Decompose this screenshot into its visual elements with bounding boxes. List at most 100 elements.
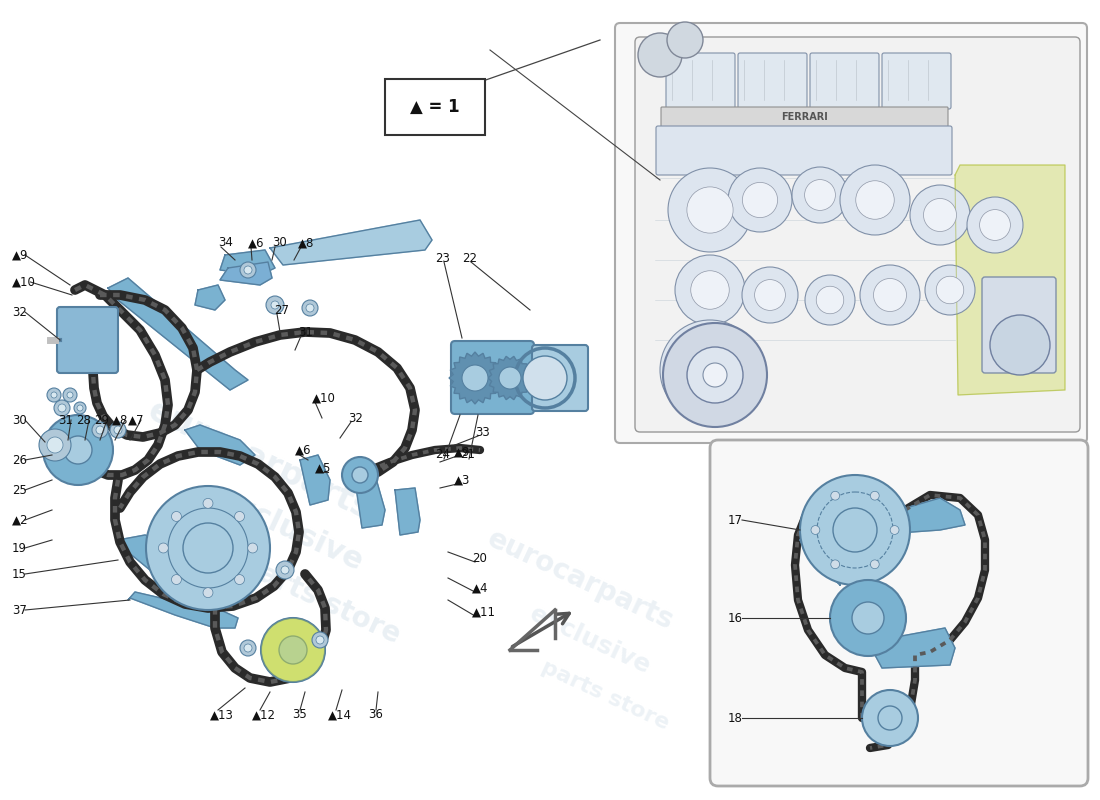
- Circle shape: [261, 618, 324, 682]
- Text: 36: 36: [368, 709, 383, 722]
- Text: ▲2: ▲2: [12, 514, 29, 526]
- Circle shape: [279, 636, 307, 664]
- Circle shape: [830, 560, 839, 569]
- FancyBboxPatch shape: [882, 53, 952, 109]
- Circle shape: [172, 511, 182, 522]
- Text: 30: 30: [272, 237, 287, 250]
- Text: ▲5: ▲5: [315, 462, 331, 474]
- Circle shape: [878, 706, 902, 730]
- Circle shape: [663, 323, 767, 427]
- Circle shape: [691, 270, 729, 310]
- Circle shape: [890, 526, 899, 534]
- Circle shape: [811, 526, 819, 534]
- FancyBboxPatch shape: [710, 440, 1088, 786]
- FancyBboxPatch shape: [666, 53, 735, 109]
- Circle shape: [316, 636, 324, 644]
- Circle shape: [682, 342, 737, 398]
- Circle shape: [67, 392, 73, 398]
- Circle shape: [146, 486, 270, 610]
- Circle shape: [830, 580, 906, 656]
- Circle shape: [703, 363, 727, 387]
- Text: FERRARI: FERRARI: [782, 112, 828, 122]
- Circle shape: [47, 437, 63, 453]
- Circle shape: [234, 511, 244, 522]
- Circle shape: [54, 400, 70, 416]
- Text: ▲8: ▲8: [298, 237, 315, 250]
- Circle shape: [240, 262, 256, 278]
- Circle shape: [39, 429, 72, 461]
- Text: exclusive: exclusive: [211, 483, 368, 577]
- FancyBboxPatch shape: [615, 23, 1087, 443]
- Circle shape: [980, 210, 1011, 240]
- Text: 19: 19: [12, 542, 28, 554]
- Polygon shape: [488, 356, 532, 400]
- Circle shape: [804, 180, 835, 210]
- Text: 20: 20: [472, 551, 487, 565]
- Circle shape: [158, 543, 168, 553]
- Circle shape: [58, 404, 66, 412]
- Text: exclusive: exclusive: [526, 602, 654, 678]
- Circle shape: [64, 436, 92, 464]
- Circle shape: [800, 475, 910, 585]
- Polygon shape: [300, 455, 330, 505]
- Text: 23: 23: [434, 251, 450, 265]
- Circle shape: [63, 388, 77, 402]
- Text: ▲6: ▲6: [295, 443, 311, 457]
- Text: 31: 31: [298, 326, 312, 338]
- FancyBboxPatch shape: [451, 341, 534, 414]
- Text: ▲11: ▲11: [472, 606, 496, 618]
- Circle shape: [638, 33, 682, 77]
- Text: ▲12: ▲12: [252, 709, 276, 722]
- Polygon shape: [874, 628, 955, 668]
- Text: eurocarparts: eurocarparts: [482, 525, 678, 635]
- Text: 37: 37: [12, 603, 26, 617]
- Circle shape: [870, 491, 879, 500]
- Circle shape: [244, 266, 252, 274]
- Circle shape: [873, 278, 906, 311]
- Circle shape: [266, 296, 284, 314]
- Polygon shape: [220, 262, 272, 285]
- FancyBboxPatch shape: [656, 126, 952, 175]
- Circle shape: [840, 165, 910, 235]
- Text: ▲14: ▲14: [328, 709, 352, 722]
- Text: ▲10: ▲10: [312, 391, 336, 405]
- Circle shape: [833, 508, 877, 552]
- Circle shape: [830, 491, 839, 500]
- Circle shape: [668, 168, 752, 252]
- Circle shape: [860, 265, 920, 325]
- Circle shape: [862, 690, 918, 746]
- Circle shape: [204, 498, 213, 508]
- Circle shape: [870, 560, 879, 569]
- Text: ▲8: ▲8: [112, 414, 129, 426]
- Text: parts store: parts store: [538, 657, 672, 734]
- Polygon shape: [395, 488, 420, 535]
- Text: ▲9: ▲9: [454, 446, 471, 458]
- Circle shape: [816, 286, 844, 314]
- Circle shape: [990, 315, 1050, 375]
- Text: 33: 33: [475, 426, 490, 438]
- Circle shape: [92, 422, 108, 438]
- Polygon shape: [128, 592, 238, 628]
- Circle shape: [852, 602, 884, 634]
- Text: ▲7: ▲7: [128, 414, 144, 426]
- Polygon shape: [185, 425, 255, 465]
- FancyBboxPatch shape: [532, 345, 588, 411]
- Circle shape: [742, 267, 797, 323]
- Text: ▲13: ▲13: [210, 709, 234, 722]
- Text: 26: 26: [12, 454, 28, 466]
- Text: 28: 28: [76, 414, 91, 426]
- Circle shape: [306, 304, 313, 312]
- FancyBboxPatch shape: [738, 53, 807, 109]
- Text: parts store: parts store: [235, 550, 405, 650]
- Circle shape: [172, 574, 182, 585]
- Text: 18: 18: [728, 711, 743, 725]
- Circle shape: [74, 402, 86, 414]
- Circle shape: [342, 457, 378, 493]
- Circle shape: [302, 300, 318, 316]
- Text: ▲4: ▲4: [472, 582, 488, 594]
- Circle shape: [675, 255, 745, 325]
- Polygon shape: [270, 220, 432, 265]
- Circle shape: [910, 185, 970, 245]
- Circle shape: [755, 280, 785, 310]
- Circle shape: [271, 301, 279, 309]
